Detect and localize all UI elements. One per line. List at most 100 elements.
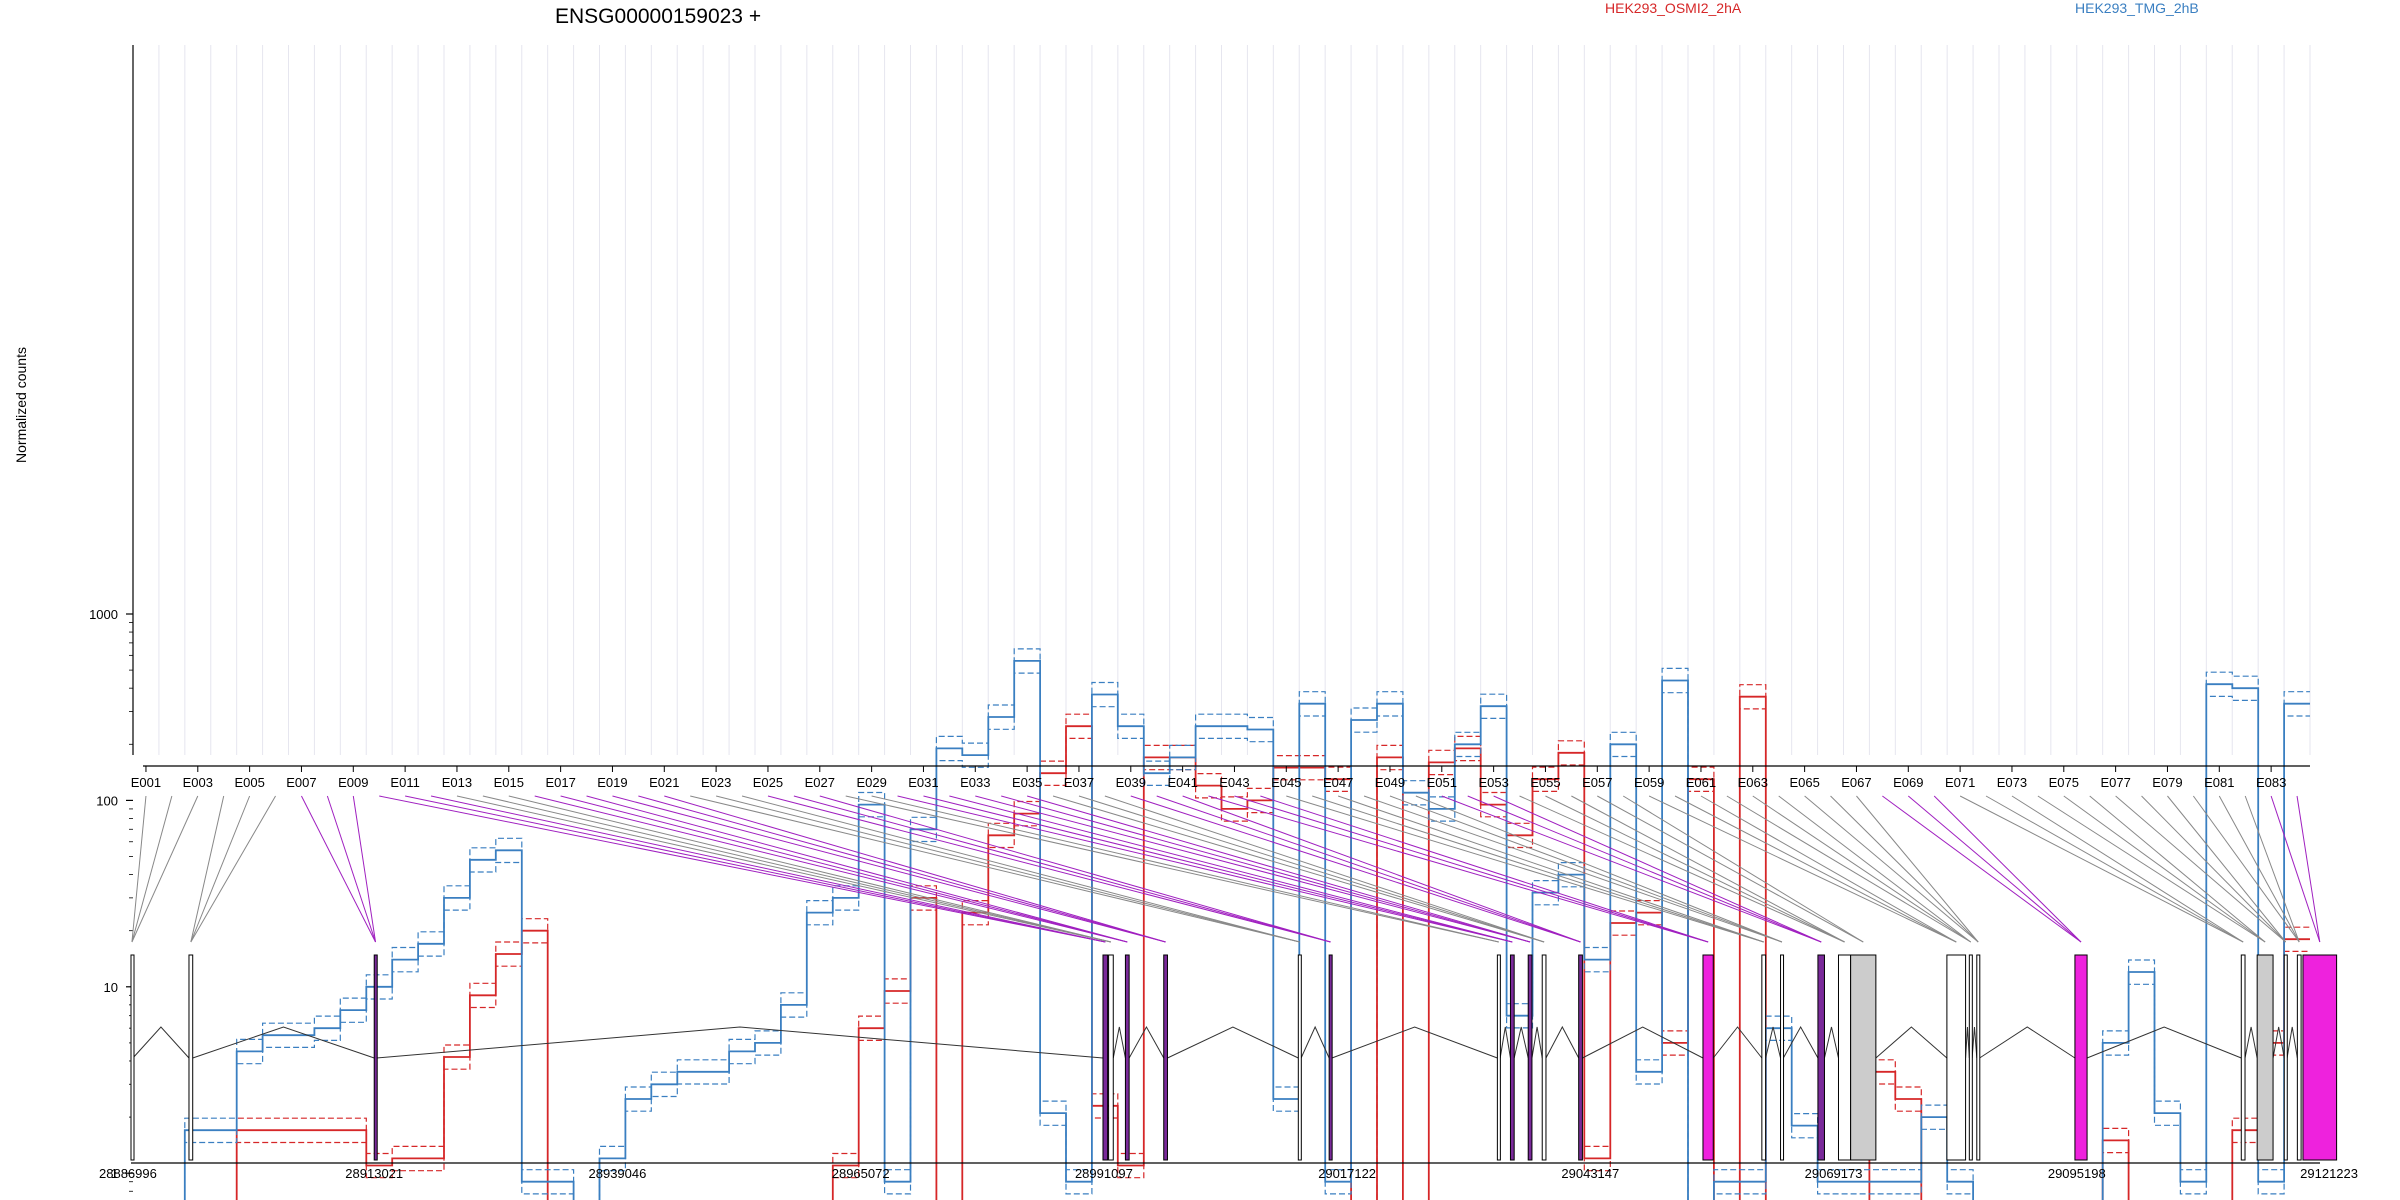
exon-connector <box>1882 795 2082 943</box>
y-tick-label: 1 <box>111 1166 118 1181</box>
exon-connector <box>1907 795 2082 943</box>
exon-box <box>2240 954 2246 1161</box>
exon-connector <box>1985 795 2244 943</box>
intron-line <box>1782 1025 1819 1059</box>
exon-connector <box>2192 795 2300 943</box>
exon-connector <box>1234 795 1709 943</box>
exon-box <box>1527 954 1533 1161</box>
exon-tick-label: E029 <box>856 775 886 790</box>
exon-box <box>1496 954 1501 1161</box>
intron-line <box>1971 1026 1978 1059</box>
exon-connector <box>845 795 1499 943</box>
exon-connector <box>1156 795 1581 943</box>
exon-connector <box>1363 795 1783 943</box>
exon-connector <box>741 795 1300 943</box>
series-line-osmi2 <box>235 695 2310 1200</box>
count-series <box>183 648 2310 1200</box>
exon-connector <box>1778 795 1972 943</box>
exon-box <box>1850 954 1877 1161</box>
exon-connector <box>131 795 199 943</box>
exon-connector <box>1959 795 2244 943</box>
exon-connector <box>897 795 1513 943</box>
exon-box <box>1946 954 1967 1161</box>
exon-tick-label: E057 <box>1582 775 1612 790</box>
exon-connector <box>871 795 1499 943</box>
exon-tick-label: E037 <box>1064 775 1094 790</box>
exon-box <box>1761 954 1767 1161</box>
exon-connector <box>1026 795 1531 943</box>
exon-tick-label: E049 <box>1375 775 1405 790</box>
exon-box <box>2296 954 2302 1161</box>
exon-box <box>188 954 194 1161</box>
exon-tick-label: E045 <box>1271 775 1301 790</box>
exon-connector <box>1260 795 1709 943</box>
intron-line <box>1765 1026 1782 1059</box>
intron-line <box>1112 1026 1126 1059</box>
exon-connector <box>1130 795 1581 943</box>
genomic-tick-label: 28939046 <box>589 1166 647 1181</box>
exon-tick-label: E065 <box>1789 775 1819 790</box>
exon-grid <box>132 45 2311 755</box>
exon-tick-label: E047 <box>1323 775 1353 790</box>
exon-tick-label: E027 <box>805 775 835 790</box>
exon-tick-label: E053 <box>1478 775 1508 790</box>
genomic-tick-label: 28886996 <box>99 1166 157 1181</box>
exon-box <box>1509 954 1515 1161</box>
exon-connector <box>2063 795 2266 943</box>
exon-tick-label: E035 <box>1012 775 1042 790</box>
exon-connector <box>1415 795 1783 943</box>
intron-line <box>1823 1026 1839 1059</box>
exon-connector <box>1182 795 1581 943</box>
exon-connector <box>1545 795 1845 943</box>
exon-connector <box>560 795 1128 943</box>
exon-connector <box>1933 795 2082 943</box>
exon-connector <box>379 795 1106 943</box>
intron-line <box>1875 1026 1948 1059</box>
exon-tick-label: E063 <box>1738 775 1768 790</box>
exon-box <box>1163 954 1168 1161</box>
y-tick-label: 100 <box>96 793 118 808</box>
exon-tick-label: E025 <box>753 775 783 790</box>
exon-tick-label: E013 <box>442 775 472 790</box>
exon-box <box>1108 954 1114 1161</box>
exon-box <box>1702 954 1714 1161</box>
exon-tick-label: E005 <box>234 775 264 790</box>
exon-connector <box>793 795 1331 943</box>
exon-connector <box>326 795 376 943</box>
y-tick-label: 10 <box>104 980 118 995</box>
exon-connector <box>1078 795 1545 943</box>
exon-box <box>2302 954 2338 1161</box>
exon-box <box>2074 954 2088 1161</box>
legend-tmg-label: HEK293_TMG_2hB <box>2075 0 2199 16</box>
exon-box <box>1124 954 1130 1161</box>
exon-connector <box>352 795 377 943</box>
exon-connector <box>1389 795 1783 943</box>
exon-box <box>1541 954 1547 1161</box>
genomic-tick-label: 29043147 <box>1561 1166 1619 1181</box>
exon-connector <box>1208 795 1709 943</box>
exon-connector <box>1312 795 1764 943</box>
intron-line <box>1582 1026 1704 1059</box>
exon-connector <box>190 795 225 943</box>
exon-tick-label: E043 <box>1219 775 1249 790</box>
exon-connector <box>1001 795 1531 943</box>
exon-connector <box>430 795 1106 943</box>
exon-connector <box>2296 795 2321 943</box>
exon-tick-label: E031 <box>908 775 938 790</box>
exon-tick-label: E033 <box>960 775 990 790</box>
exon-tick-label: E071 <box>1945 775 1975 790</box>
exon-connector <box>190 795 251 943</box>
exon-box <box>130 954 135 1161</box>
exon-connector <box>456 795 1112 943</box>
exon-connector <box>131 795 173 943</box>
intron-line <box>376 1026 1104 1059</box>
exon-connector <box>534 795 1128 943</box>
exon-tick-label: E079 <box>2152 775 2182 790</box>
exon-connector <box>2141 795 2287 943</box>
exon-connector <box>1648 795 1957 943</box>
exon-connector <box>1622 795 1864 943</box>
intron-line <box>2272 1026 2285 1059</box>
exon-connector <box>1337 795 1764 943</box>
exon-connector <box>690 795 1300 943</box>
exon-connector <box>975 795 1531 943</box>
